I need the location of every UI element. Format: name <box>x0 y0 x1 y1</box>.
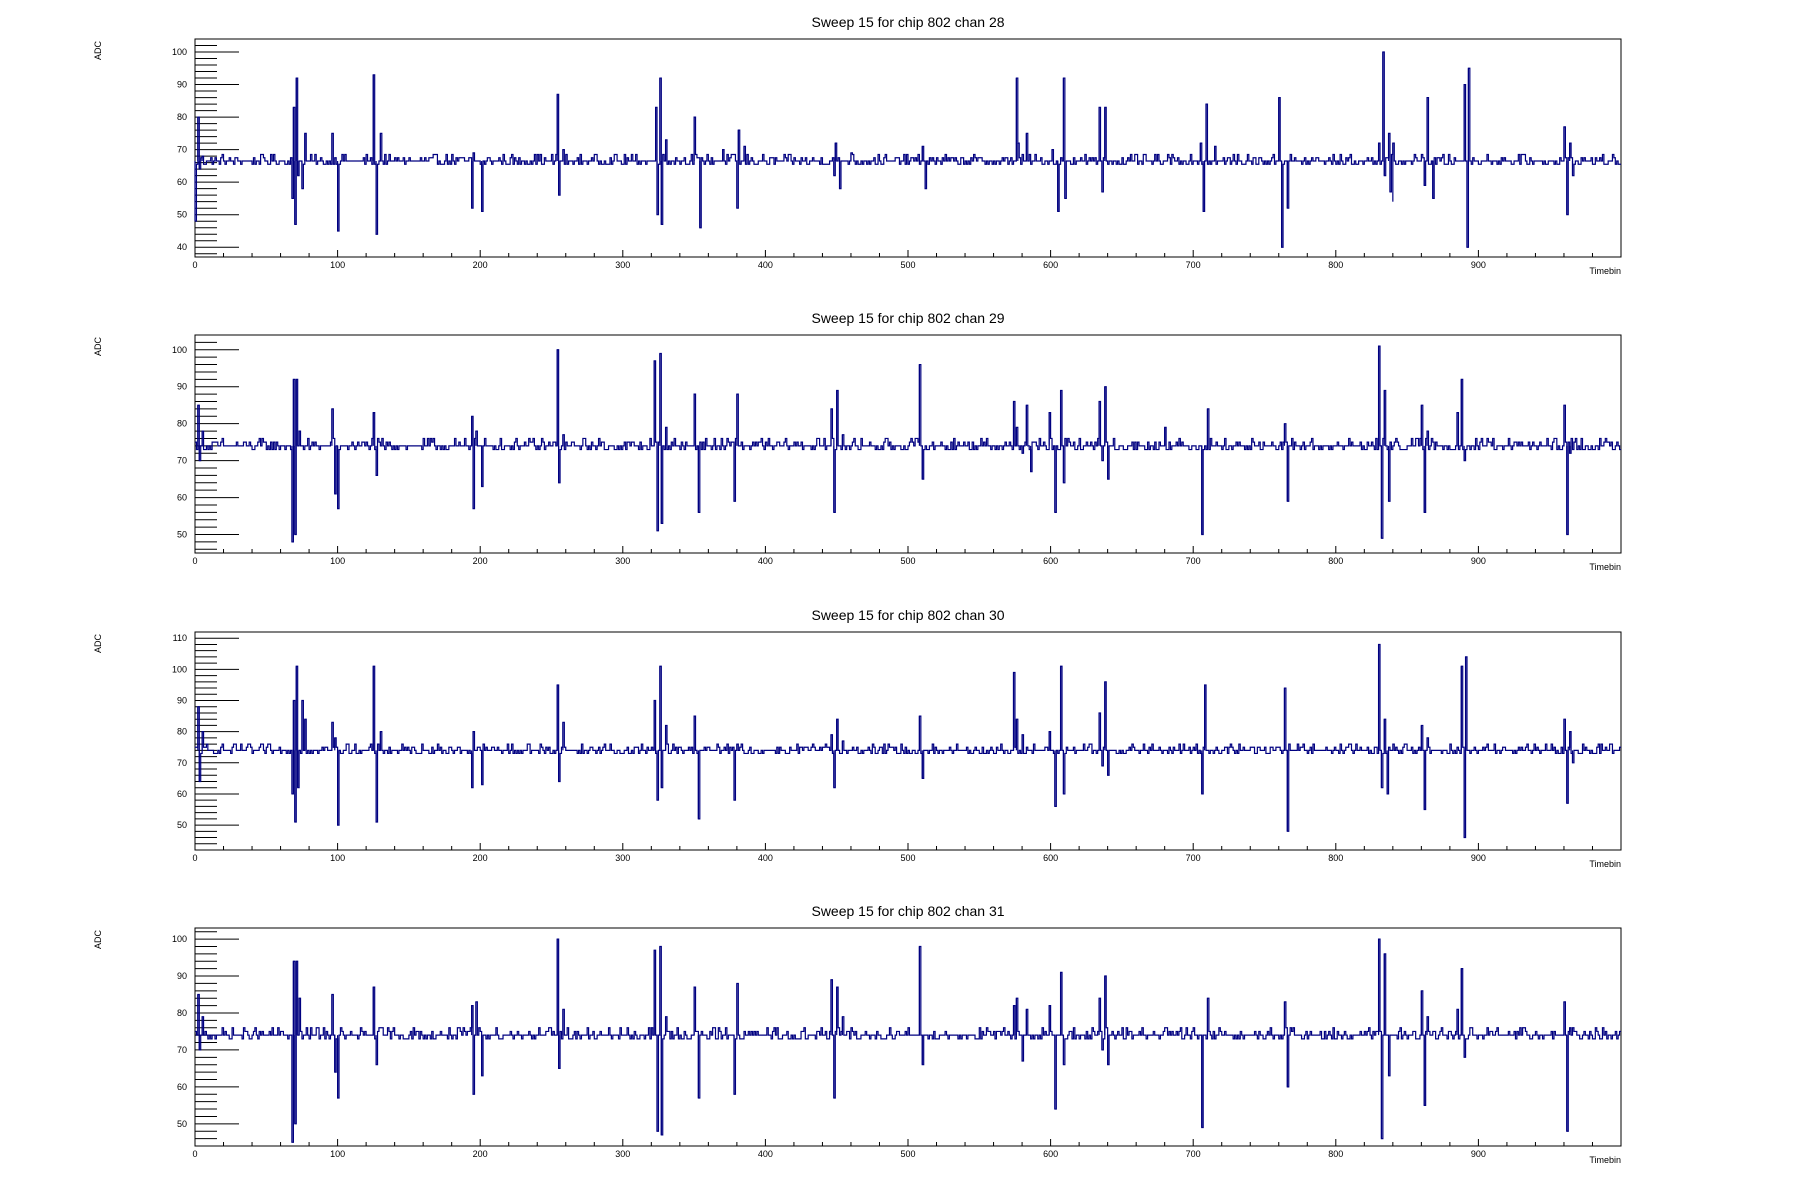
y-tick-label: 50 <box>177 820 187 830</box>
x-tick-label: 200 <box>473 1149 488 1159</box>
chart-title: Sweep 15 for chip 802 chan 31 <box>811 903 1004 919</box>
chart-panel-2: Sweep 15 for chip 802 chan 30 ADC Timebin 5… <box>93 607 1622 869</box>
plot-frame <box>194 334 1622 554</box>
x-tick-label: 700 <box>1186 853 1201 863</box>
y-tick-label: 80 <box>177 419 187 429</box>
x-tick-label: 700 <box>1186 260 1201 270</box>
x-tick-label: 900 <box>1471 1149 1486 1159</box>
x-tick-label: 900 <box>1471 853 1486 863</box>
x-tick-label: 700 <box>1186 1149 1201 1159</box>
x-tick-label: 600 <box>1043 1149 1058 1159</box>
x-axis-label: Timebin <box>1589 562 1621 572</box>
x-tick-label: 200 <box>473 260 488 270</box>
x-tick-label: 0 <box>192 260 197 270</box>
series-line <box>195 643 1621 839</box>
y-tick-label: 100 <box>172 934 187 944</box>
y-axis-label: ADC <box>93 41 103 61</box>
x-tick-label: 700 <box>1186 556 1201 566</box>
x-tick-label: 0 <box>192 1149 197 1159</box>
y-tick-label: 70 <box>177 145 187 155</box>
x-tick-label: 100 <box>330 260 345 270</box>
x-tick-label: 800 <box>1328 260 1343 270</box>
x-tick-label: 500 <box>900 1149 915 1159</box>
y-axis-label: ADC <box>93 930 103 950</box>
x-tick-label: 100 <box>330 556 345 566</box>
y-tick-label: 90 <box>177 971 187 981</box>
x-tick-label: 200 <box>473 853 488 863</box>
y-tick-label: 40 <box>177 242 187 252</box>
y-tick-label: 50 <box>177 210 187 220</box>
plot-frame <box>194 631 1622 851</box>
x-tick-label: 200 <box>473 556 488 566</box>
chart-panel-3: Sweep 15 for chip 802 chan 31 ADC Timebin 5… <box>93 903 1622 1165</box>
chart-title: Sweep 15 for chip 802 chan 28 <box>811 14 1004 30</box>
x-tick-label: 500 <box>900 853 915 863</box>
y-tick-label: 90 <box>177 382 187 392</box>
y-tick-label: 100 <box>172 345 187 355</box>
y-tick-label: 50 <box>177 530 187 540</box>
x-axis-label: Timebin <box>1589 266 1621 276</box>
x-tick-label: 500 <box>900 556 915 566</box>
y-tick-label: 80 <box>177 112 187 122</box>
y-tick-label: 80 <box>177 1008 187 1018</box>
x-tick-label: 300 <box>615 1149 630 1159</box>
x-axis-label: Timebin <box>1589 859 1621 869</box>
plot-frame <box>194 38 1622 258</box>
y-tick-label: 110 <box>173 633 187 643</box>
x-tick-label: 800 <box>1328 1149 1343 1159</box>
x-tick-label: 800 <box>1328 853 1343 863</box>
x-tick-label: 100 <box>330 853 345 863</box>
y-tick-label: 100 <box>172 664 187 674</box>
x-tick-label: 400 <box>758 260 773 270</box>
y-tick-label: 80 <box>177 727 187 737</box>
x-tick-label: 400 <box>758 853 773 863</box>
chart-panel-1: Sweep 15 for chip 802 chan 29 ADC Timebin 5… <box>93 310 1622 572</box>
y-tick-label: 90 <box>177 696 187 706</box>
chart-panel-0: Sweep 15 for chip 802 chan 28 ADC Timebin 4… <box>93 14 1622 276</box>
x-tick-label: 600 <box>1043 556 1058 566</box>
y-tick-label: 60 <box>177 1082 187 1092</box>
y-tick-label: 60 <box>177 789 187 799</box>
x-tick-label: 400 <box>758 1149 773 1159</box>
y-tick-label: 60 <box>177 493 187 503</box>
x-tick-label: 800 <box>1328 556 1343 566</box>
series-line <box>195 938 1621 1143</box>
x-tick-label: 0 <box>192 556 197 566</box>
x-tick-label: 300 <box>615 260 630 270</box>
y-tick-label: 70 <box>177 1045 187 1055</box>
y-tick-label: 100 <box>172 47 187 57</box>
x-axis-label: Timebin <box>1589 1155 1621 1165</box>
x-tick-label: 300 <box>615 853 630 863</box>
x-tick-label: 300 <box>615 556 630 566</box>
y-axis-label: ADC <box>93 337 103 357</box>
x-tick-label: 400 <box>758 556 773 566</box>
y-axis-label: ADC <box>93 634 103 654</box>
series-line <box>195 51 1621 248</box>
x-tick-label: 900 <box>1471 260 1486 270</box>
x-tick-label: 600 <box>1043 853 1058 863</box>
y-tick-label: 60 <box>177 177 187 187</box>
x-tick-label: 900 <box>1471 556 1486 566</box>
y-tick-label: 90 <box>177 80 187 90</box>
y-tick-label: 70 <box>177 456 187 466</box>
x-tick-label: 100 <box>330 1149 345 1159</box>
chart-title: Sweep 15 for chip 802 chan 30 <box>811 607 1004 623</box>
y-tick-label: 50 <box>177 1119 187 1129</box>
x-tick-label: 0 <box>192 853 197 863</box>
x-tick-label: 500 <box>900 260 915 270</box>
chart-title: Sweep 15 for chip 802 chan 29 <box>811 310 1004 326</box>
y-tick-label: 70 <box>177 758 187 768</box>
series-line <box>195 345 1621 543</box>
x-tick-label: 600 <box>1043 260 1058 270</box>
